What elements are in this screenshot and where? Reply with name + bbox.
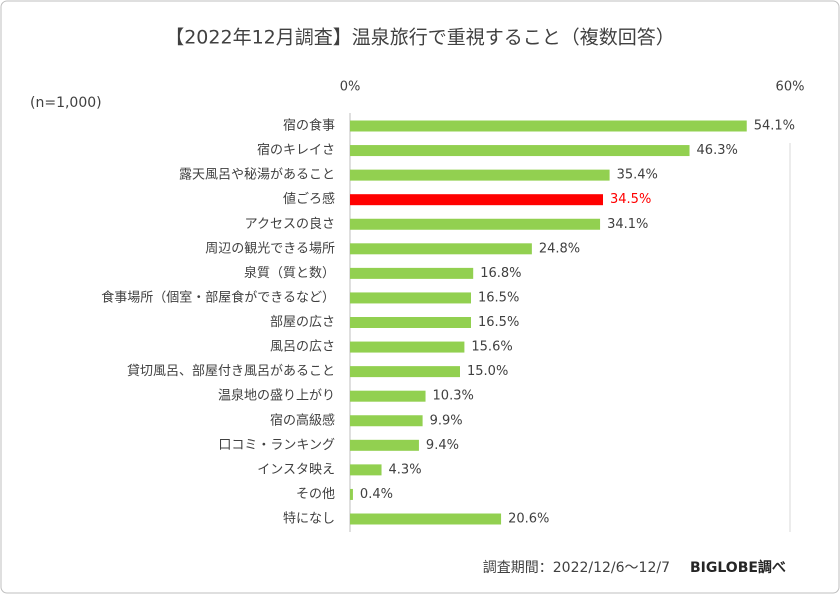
bar [350, 439, 419, 451]
value-label: 35.4% [617, 168, 658, 183]
chart-title: 【2022年12月調査】温泉旅行で重視すること（複数回答） [165, 27, 675, 49]
value-label: 9.4% [426, 438, 459, 453]
bar [350, 243, 532, 255]
x-tick-label: 0% [340, 80, 361, 95]
bar [350, 464, 382, 476]
x-tick-label: 60% [776, 80, 805, 95]
bar [350, 366, 460, 378]
value-label: 34.5% [610, 192, 651, 207]
y-tick-label: 宿の食事 [283, 118, 335, 134]
y-tick-label: 周辺の観光できる場所 [205, 241, 335, 256]
y-tick-label: その他 [296, 487, 335, 502]
bar [350, 317, 471, 328]
y-tick-label: 値ごろ感 [283, 191, 335, 207]
source: BIGLOBE調べ [690, 559, 786, 576]
bar [350, 292, 471, 304]
bar [350, 513, 502, 525]
bar [350, 218, 601, 230]
y-tick-label: アクセスの良さ [245, 216, 335, 232]
value-label: 10.3% [433, 389, 474, 404]
bar [350, 120, 747, 132]
bar [350, 415, 423, 427]
y-tick-label: 露天風呂や秘湯があること [179, 168, 335, 183]
y-tick-label: 風呂の広さ [270, 340, 335, 355]
value-label: 46.3% [697, 143, 738, 158]
value-label: 9.9% [430, 413, 463, 428]
bar [350, 169, 610, 181]
y-tick-label: インスタ映え [257, 462, 335, 477]
value-label: 15.0% [467, 364, 508, 379]
y-tick-label: 温泉地の盛り上がり [218, 388, 335, 404]
y-tick-label: 貸切風呂、部屋付き風呂があること [127, 363, 335, 379]
value-label: 0.4% [360, 487, 393, 502]
bar [350, 145, 690, 157]
value-label: 16.5% [478, 315, 519, 330]
y-tick-label: 口コミ・ランキング [218, 438, 335, 453]
bar [350, 194, 603, 206]
value-label: 20.6% [508, 512, 549, 527]
sample-size: (n=1,000) [30, 95, 102, 111]
value-label: 34.1% [607, 217, 648, 232]
y-tick-label: 特になし [283, 512, 335, 527]
y-tick-label: 食事場所（個室・部屋食ができるなど） [101, 289, 335, 305]
y-tick-label: 泉質（質と数） [244, 265, 335, 281]
value-label: 15.6% [471, 340, 512, 355]
value-label: 24.8% [539, 241, 580, 256]
bar [350, 390, 426, 402]
value-label: 16.5% [478, 290, 519, 305]
bar [350, 341, 465, 353]
bar [350, 267, 474, 279]
value-label: 54.1% [754, 119, 795, 134]
survey-period: 調査期間：2022/12/6～12/7 [483, 560, 670, 576]
value-label: 16.8% [480, 266, 521, 281]
bar [350, 488, 353, 500]
y-tick-label: 宿の高級感 [270, 412, 335, 428]
y-tick-label: 宿のキレイさ [257, 142, 335, 158]
y-tick-label: 部屋の広さ [270, 315, 335, 330]
value-label: 4.3% [389, 462, 422, 477]
